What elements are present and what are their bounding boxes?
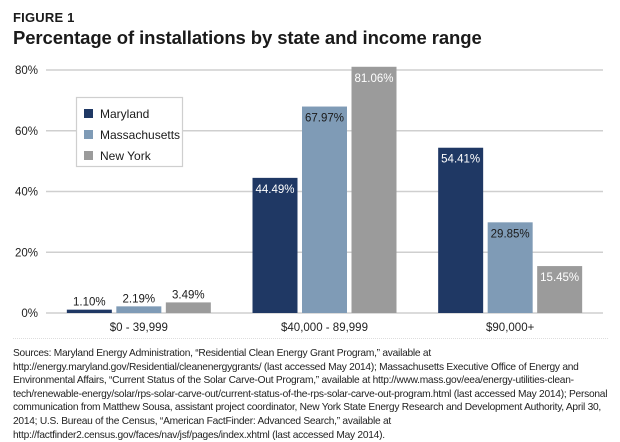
data-label: 15.45% — [540, 272, 579, 284]
divider — [13, 338, 608, 339]
x-tick-label: $90,000+ — [486, 322, 535, 334]
bar — [252, 177, 298, 313]
y-tick-label: 40% — [15, 187, 38, 199]
legend-label: Massachusetts — [100, 128, 180, 142]
legend-swatch — [84, 151, 93, 160]
bar — [116, 306, 162, 313]
legend-swatch — [84, 130, 93, 139]
legend: Maryland Massachusetts New York — [75, 96, 184, 168]
legend-box — [75, 96, 184, 168]
data-label: 29.85% — [491, 228, 530, 240]
bar — [165, 302, 211, 313]
x-tick-label: $40,000 - 89,999 — [281, 322, 368, 334]
chart-title: Percentage of installations by state and… — [13, 27, 482, 48]
y-tick-label: 80% — [15, 65, 38, 77]
data-label: 3.49% — [172, 289, 205, 301]
bar — [537, 266, 583, 313]
data-label: 2.19% — [123, 293, 156, 305]
bar — [302, 106, 347, 313]
y-axis-ticks: 0% 20% 40% 60% 80% — [15, 65, 38, 320]
bar — [66, 309, 112, 313]
figure-label: FIGURE 1 — [13, 10, 75, 25]
data-label: 1.10% — [73, 297, 106, 309]
data-label: 44.49% — [255, 184, 294, 196]
sources-note: Sources: Maryland Energy Administration,… — [13, 348, 608, 441]
data-label: 81.06% — [354, 73, 393, 85]
bar — [487, 222, 533, 313]
bar-chart: 0% 20% 40% 60% 80% 1.10% 2.19% 3.49% 44.49% 67.9… — [15, 65, 603, 334]
y-tick-label: 60% — [15, 126, 38, 138]
x-axis-ticks: $0 - 39,999 $40,000 - 89,999 $90,000+ — [110, 322, 535, 334]
x-tick-label: $0 - 39,999 — [110, 322, 168, 334]
legend-label: Maryland — [100, 107, 149, 121]
data-label: 67.97% — [305, 113, 344, 125]
bars: 1.10% 2.19% 3.49% 44.49% 67.97% 81.06% 54.41% 2… — [66, 66, 583, 314]
legend-swatch — [84, 109, 93, 118]
y-tick-label: 20% — [15, 247, 38, 259]
bar — [438, 147, 484, 313]
y-tick-label: 0% — [21, 308, 38, 320]
bar — [351, 66, 397, 314]
legend-label: New York — [100, 149, 152, 163]
data-label: 54.41% — [441, 154, 480, 166]
